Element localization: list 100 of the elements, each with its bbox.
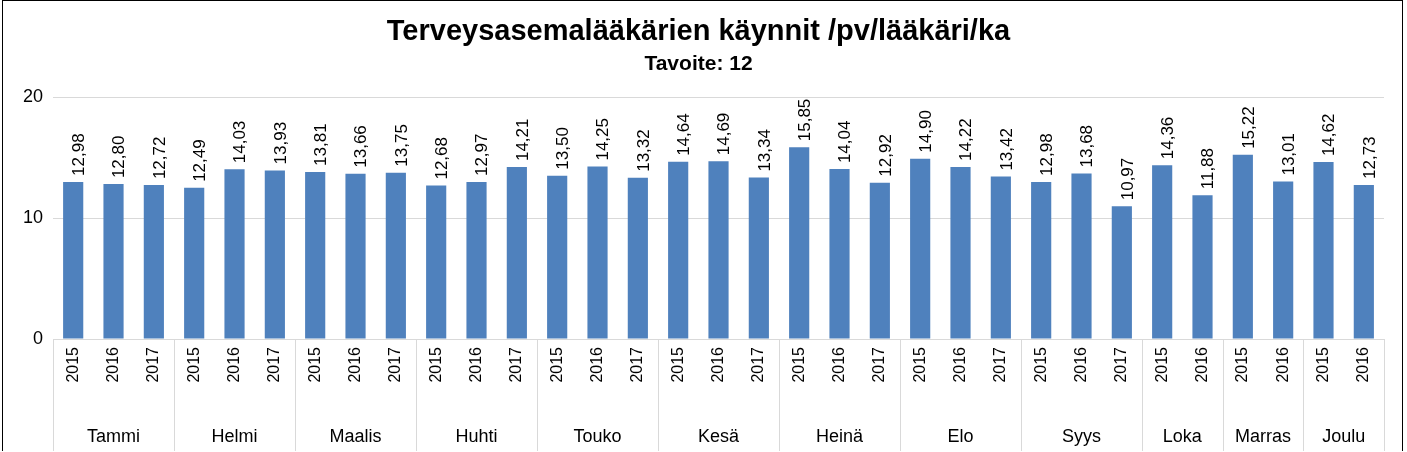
text: Kesä [698,425,741,446]
x-tick-label: 2015 [1233,346,1251,383]
x-tick-label: 2016 [950,346,968,383]
data-label: 13,68 [1077,124,1097,168]
bar [1152,165,1173,339]
data-label: 12,97 [472,133,492,177]
bar [950,166,971,339]
bar [345,173,366,339]
x-tick-label: 2017 [144,346,162,383]
data-label: 15,22 [1238,106,1258,149]
data-label: 10,97 [1117,157,1137,201]
bar [668,161,689,339]
data-label: 13,75 [391,124,411,167]
x-tick-label: 2017 [870,346,888,383]
bar [990,176,1011,339]
data-label: 13,32 [633,129,653,172]
bar [1192,195,1213,339]
x-tick-label: 2017 [991,346,1009,383]
data-label: 14,25 [593,118,613,161]
data-label: 13,93 [270,121,290,165]
bar [63,181,84,339]
bar [708,161,729,339]
data-label: 11,88 [1198,147,1218,190]
x-tick-label: 2015 [668,346,686,383]
data-label: 12,92 [875,134,895,177]
x-tick-label: 2016 [345,346,363,383]
data-label: 14,64 [673,113,693,156]
x-tick-label: 2015 [1313,346,1331,383]
bar [506,167,527,339]
x-tick-label: 2016 [1273,346,1291,383]
chart-subtitle: Tavoite: 12 [644,51,753,75]
data-label: 12,68 [431,137,451,180]
data-label: 12,72 [149,136,169,180]
x-tick-label: 2017 [265,346,283,383]
x-tick-label: 2016 [103,346,121,383]
bar [224,169,245,339]
bar [1273,181,1294,339]
data-label: 12,98 [68,133,88,176]
text: Loka [1162,425,1203,446]
bar [103,184,124,339]
text: Heinä [815,425,865,446]
x-tick-label: 2017 [628,346,646,383]
data-label: 14,21 [512,118,532,162]
text: Marras [1234,425,1292,446]
data-label: 13,01 [1278,133,1298,176]
bar [264,170,285,339]
x-tick-label: 2015 [789,346,807,383]
y-tick-label: 20 [22,85,44,106]
data-label: 14,62 [1319,113,1339,157]
x-tick-label: 2015 [547,346,565,383]
data-label: 13,34 [754,129,774,172]
data-label: 14,36 [1157,116,1177,160]
data-label: 13,50 [552,127,572,170]
bar [305,171,326,339]
x-tick-label: 2016 [1071,346,1089,383]
data-label: 14,69 [714,112,734,156]
data-label: 13,66 [351,125,371,168]
data-label: 14,22 [956,118,976,161]
bar [1111,206,1132,339]
bar [1232,154,1253,339]
x-tick-label: 2015 [63,346,81,383]
bar [1071,173,1092,339]
text: Huhti [455,425,498,446]
data-label: 12,73 [1359,136,1379,179]
x-tick-label: 2015 [305,346,323,383]
x-tick-label: 2015 [184,346,202,383]
bar [385,172,406,339]
bar [748,177,769,339]
x-tick-label: 2016 [466,346,484,383]
data-label: 12,98 [1036,133,1056,176]
bar [829,169,850,339]
data-label: 15,85 [794,98,814,142]
bar [910,158,931,339]
data-label: 13,42 [996,128,1016,171]
bar [869,182,890,339]
data-label: 14,04 [835,120,855,164]
x-tick-label: 2017 [386,346,404,383]
y-tick-label: 10 [22,206,44,227]
text: Elo [947,425,974,446]
x-tick-label: 2015 [1152,346,1170,383]
x-tick-label: 2015 [910,346,928,383]
x-tick-label: 2017 [1112,346,1130,383]
data-label: 13,81 [310,123,330,166]
bar [587,166,608,339]
bar [184,187,205,339]
bar [466,182,487,339]
text: Syys [1062,425,1102,446]
x-tick-label: 2016 [587,346,605,383]
x-tick-label: 2017 [749,346,767,383]
bar [1313,162,1334,339]
x-tick-label: 2016 [829,346,847,383]
x-tick-label: 2016 [224,346,242,383]
data-label: 12,80 [109,135,129,179]
data-label: 14,90 [915,110,935,153]
text: Joulu [1322,425,1366,446]
data-label: 12,49 [189,139,209,182]
x-tick-label: 2017 [507,346,525,383]
x-tick-label: 2016 [1192,346,1210,383]
bar [143,185,164,339]
bar [789,147,810,339]
